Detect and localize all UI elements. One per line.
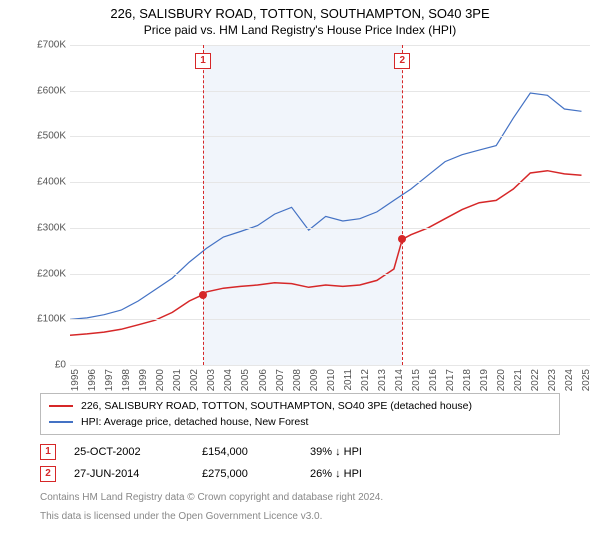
x-tick-label: 2018 (462, 369, 473, 391)
x-tick-label: 2008 (292, 369, 303, 391)
gridline (70, 319, 590, 320)
x-tick-label: 2001 (172, 369, 183, 391)
y-tick-label: £300K (37, 222, 66, 233)
x-tick-label: 1997 (104, 369, 115, 391)
x-tick-label: 2024 (564, 369, 575, 391)
x-tick-label: 2014 (394, 369, 405, 391)
y-tick-label: £500K (37, 131, 66, 142)
sale-marker-box: 2 (394, 53, 410, 69)
y-tick-label: £100K (37, 314, 66, 325)
x-tick-label: 2020 (496, 369, 507, 391)
x-tick-label: 2005 (240, 369, 251, 391)
gridline (70, 91, 590, 92)
sales-table: 1 25-OCT-2002 £154,000 39% ↓ HPI 2 27-JUN-201… (40, 441, 560, 485)
sale-marker-box: 1 (195, 53, 211, 69)
x-tick-label: 1995 (70, 369, 81, 391)
x-tick-label: 1996 (87, 369, 98, 391)
gridline (70, 45, 590, 46)
x-tick-label: 2000 (155, 369, 166, 391)
x-axis: 1995 1996 1997 1998 1999 2000 2001 2002 2003 2004… (70, 365, 590, 401)
x-tick-label: 2023 (547, 369, 558, 391)
legend-label: HPI: Average price, detached house, New … (81, 416, 308, 428)
x-tick-label: 2002 (189, 369, 200, 391)
sale-price: £275,000 (202, 468, 292, 480)
gridline (70, 228, 590, 229)
y-tick-label: £400K (37, 177, 66, 188)
x-tick-label: 2003 (206, 369, 217, 391)
gridline (70, 274, 590, 275)
sale-marker-line (402, 45, 403, 365)
x-tick-label: 2006 (258, 369, 269, 391)
x-tick-label: 2019 (479, 369, 490, 391)
sale-point (199, 291, 207, 299)
sale-delta: 39% ↓ HPI (310, 446, 362, 458)
legend-swatch (49, 421, 73, 423)
sale-number-box: 1 (40, 444, 56, 460)
y-tick-label: £0 (55, 360, 66, 371)
x-tick-label: 2010 (326, 369, 337, 391)
sale-date: 25-OCT-2002 (74, 446, 184, 458)
x-tick-label: 2025 (581, 369, 592, 391)
legend-row: HPI: Average price, detached house, New … (49, 414, 551, 430)
footer-license: This data is licensed under the Open Gov… (40, 510, 560, 523)
x-tick-label: 2022 (530, 369, 541, 391)
x-tick-label: 2021 (513, 369, 524, 391)
y-tick-label: £700K (37, 40, 66, 51)
gridline (70, 136, 590, 137)
legend-swatch (49, 405, 73, 407)
plot-area: 12 (70, 45, 590, 365)
chart-title: 226, SALISBURY ROAD, TOTTON, SOUTHAMPTON… (0, 0, 600, 23)
sale-point (398, 235, 406, 243)
x-tick-label: 2009 (309, 369, 320, 391)
x-tick-label: 2007 (275, 369, 286, 391)
y-axis: £0£100K£200K£300K£400K£500K£600K£700K (34, 45, 70, 365)
x-tick-label: 2013 (377, 369, 388, 391)
x-tick-label: 2016 (428, 369, 439, 391)
chart-lines (70, 45, 590, 365)
sale-price: £154,000 (202, 446, 292, 458)
chart-area: £0£100K£200K£300K£400K£500K£600K£700K 12… (34, 45, 594, 385)
series-line-price_paid (70, 171, 582, 336)
gridline (70, 182, 590, 183)
sale-row: 1 25-OCT-2002 £154,000 39% ↓ HPI (40, 441, 560, 463)
y-tick-label: £200K (37, 268, 66, 279)
y-tick-label: £600K (37, 85, 66, 96)
chart-subtitle: Price paid vs. HM Land Registry's House … (0, 23, 600, 45)
x-tick-label: 2017 (445, 369, 456, 391)
x-tick-label: 1998 (121, 369, 132, 391)
x-tick-label: 2012 (360, 369, 371, 391)
x-tick-label: 2015 (411, 369, 422, 391)
sale-marker-line (203, 45, 204, 365)
sale-number-box: 2 (40, 466, 56, 482)
legend-label: 226, SALISBURY ROAD, TOTTON, SOUTHAMPTON… (81, 400, 472, 412)
sale-date: 27-JUN-2014 (74, 468, 184, 480)
footer-copyright: Contains HM Land Registry data © Crown c… (40, 491, 560, 504)
x-tick-label: 1999 (138, 369, 149, 391)
x-tick-label: 2004 (223, 369, 234, 391)
sale-delta: 26% ↓ HPI (310, 468, 362, 480)
sale-row: 2 27-JUN-2014 £275,000 26% ↓ HPI (40, 463, 560, 485)
x-tick-label: 2011 (343, 369, 354, 391)
